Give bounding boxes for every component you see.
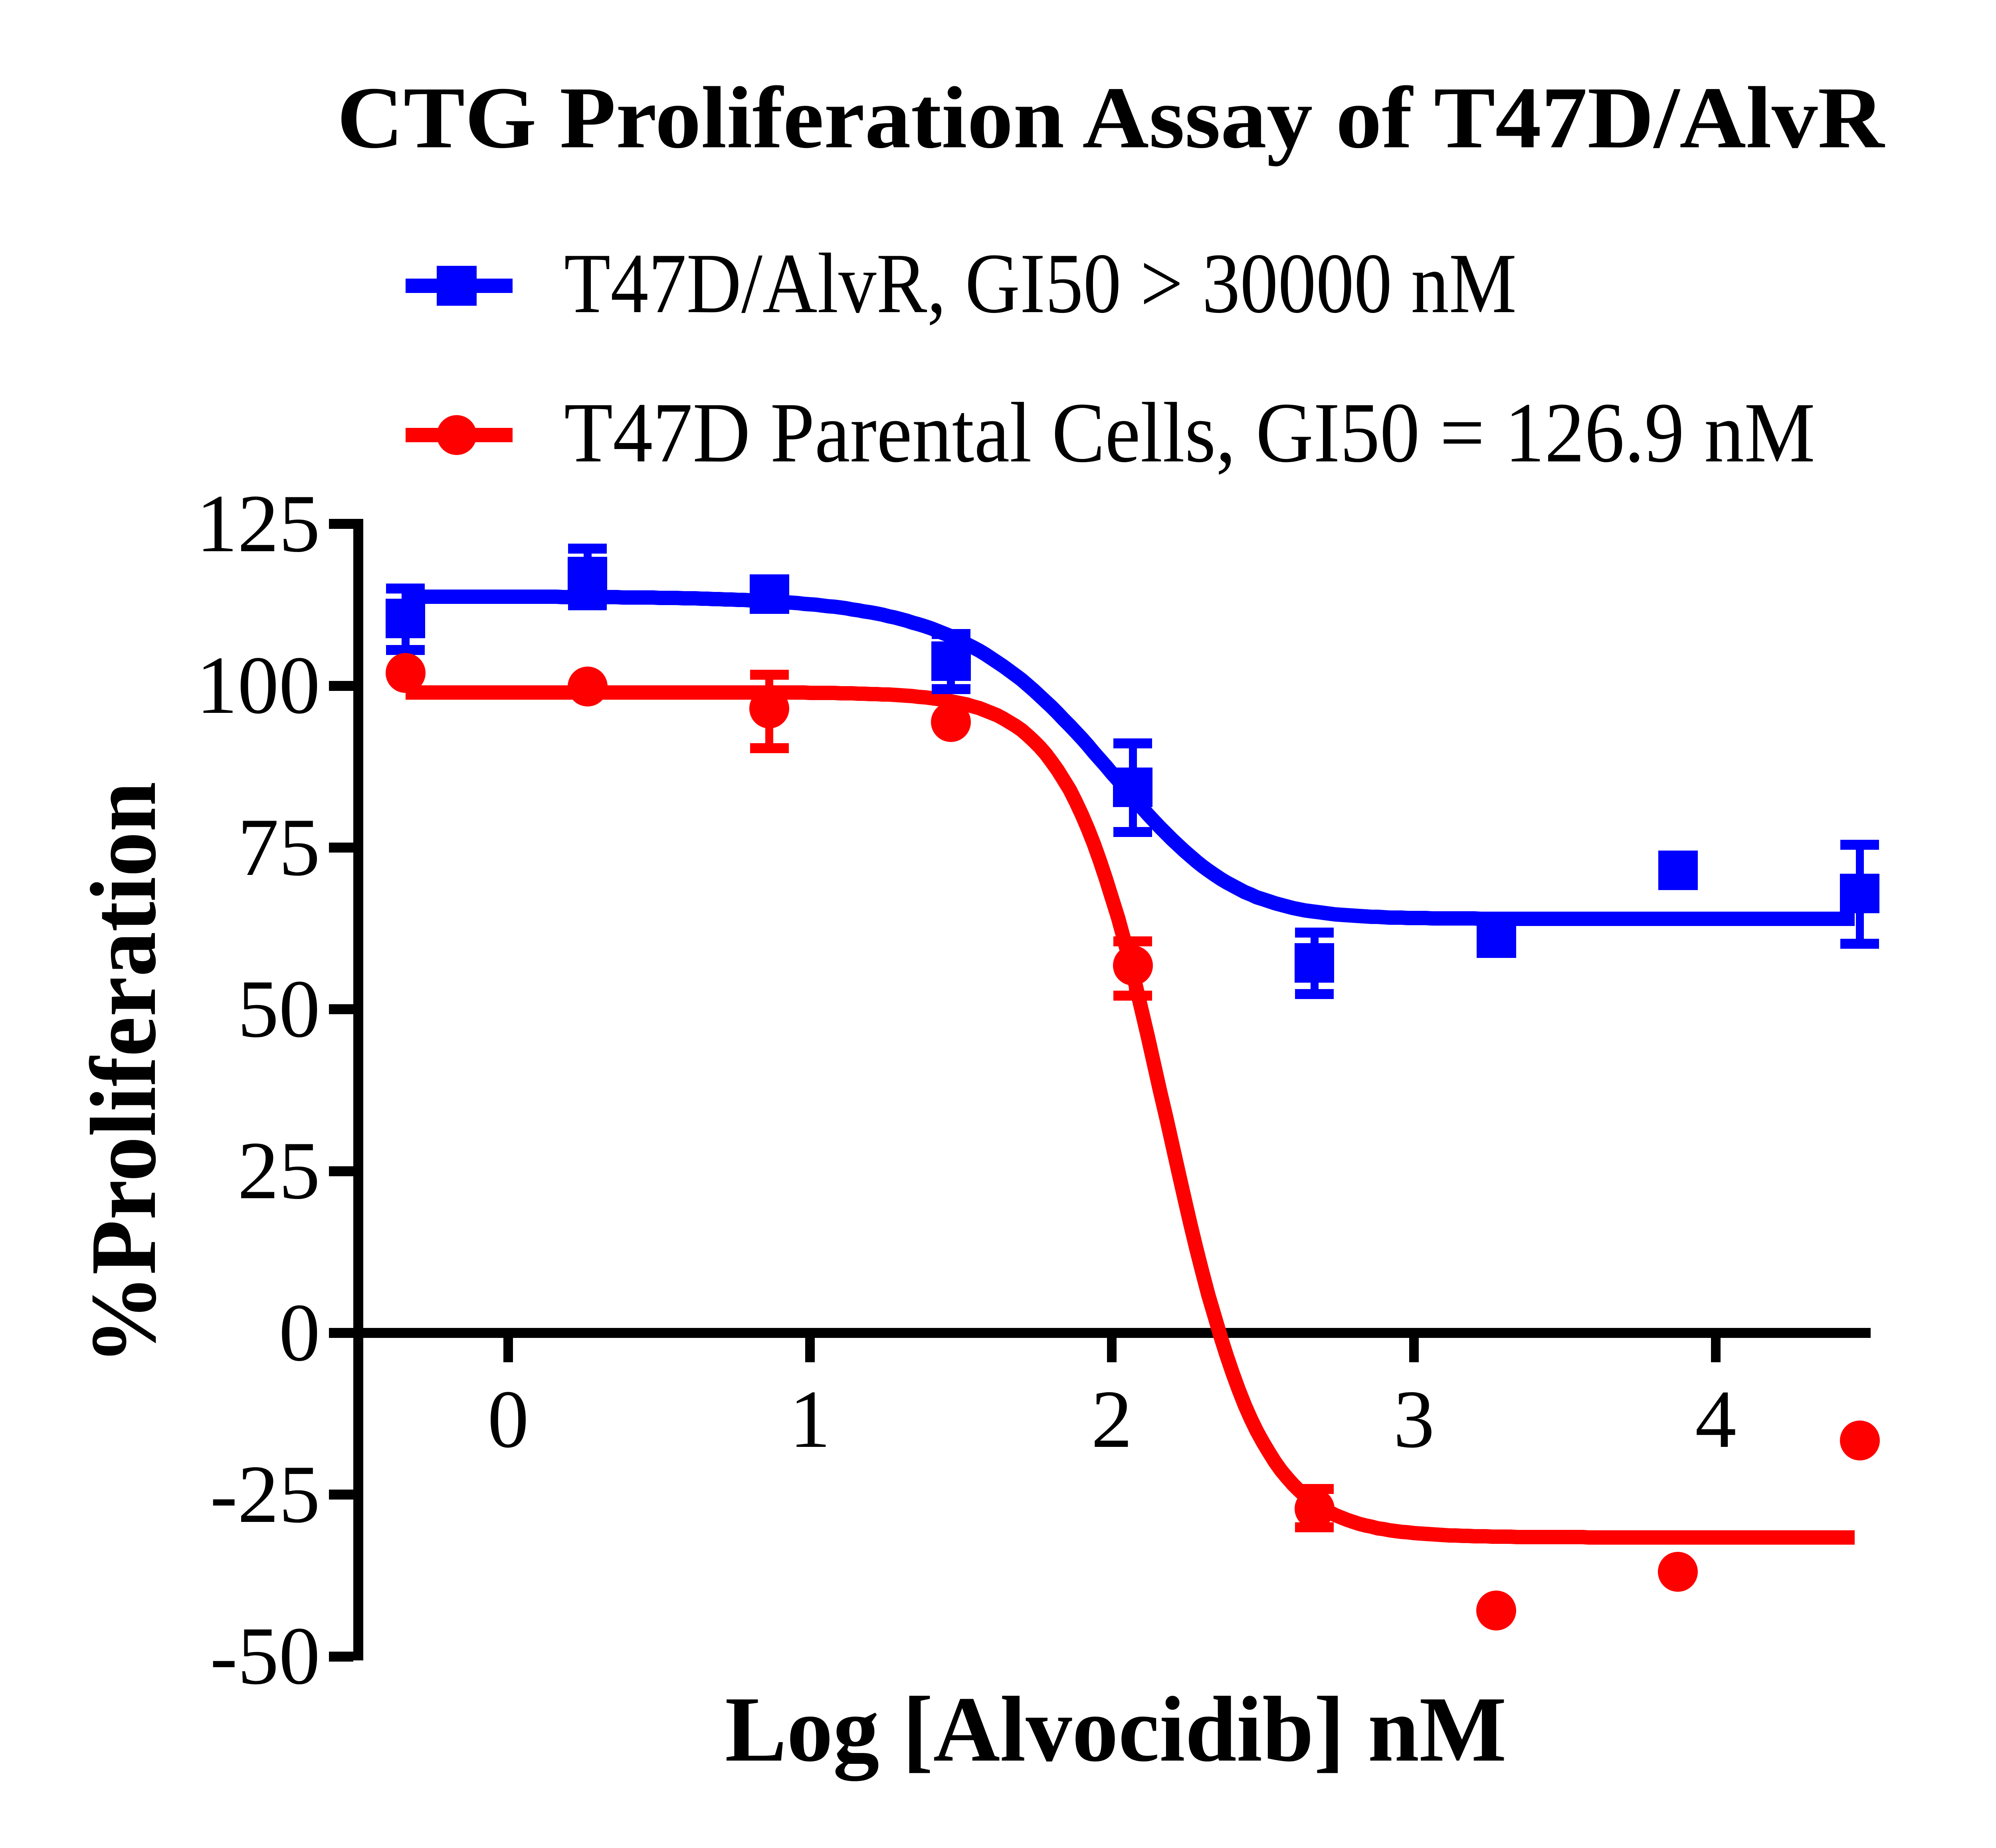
svg-text:Log [Alvocidib] nM: Log [Alvocidib] nM [725, 1677, 1507, 1781]
svg-text:50: 50 [238, 963, 320, 1055]
svg-text:1: 1 [789, 1373, 831, 1465]
svg-text:-50: -50 [210, 1610, 320, 1702]
svg-text:4: 4 [1695, 1373, 1737, 1465]
svg-text:0: 0 [487, 1373, 529, 1465]
svg-text:3: 3 [1393, 1373, 1435, 1465]
svg-text:75: 75 [238, 801, 320, 893]
svg-text:2: 2 [1091, 1373, 1133, 1465]
svg-text:-25: -25 [210, 1448, 320, 1540]
svg-text:%Proliferation: %Proliferation [71, 782, 175, 1365]
svg-text:T47D/AlvR, GI50 > 30000 nM: T47D/AlvR, GI50 > 30000 nM [564, 235, 1517, 331]
svg-text:25: 25 [238, 1125, 320, 1216]
svg-text:125: 125 [196, 478, 321, 569]
svg-text:T47D Parental Cells, GI50 = 12: T47D Parental Cells, GI50 = 126.9 nM [564, 385, 1815, 480]
svg-text:0: 0 [279, 1287, 321, 1378]
svg-text:100: 100 [196, 639, 321, 731]
svg-text:CTG Proliferation Assay of T47: CTG Proliferation Assay of T47D/AlvR [337, 69, 1885, 166]
